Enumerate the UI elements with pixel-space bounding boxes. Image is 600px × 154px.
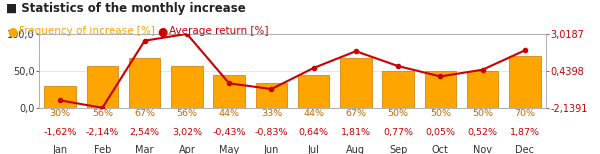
Text: 56%: 56% [92,109,113,118]
Text: Average return [%]: Average return [%] [169,26,269,36]
Text: 3,02%: 3,02% [172,128,202,137]
Text: 50%: 50% [472,109,493,118]
Text: Dec: Dec [515,145,535,154]
Text: 67%: 67% [346,109,367,118]
Bar [256,83,287,108]
Text: 0,05%: 0,05% [425,128,455,137]
Text: May: May [219,145,239,154]
Text: 33%: 33% [261,109,282,118]
Bar [44,86,76,108]
Text: Jun: Jun [263,145,279,154]
Text: -1,62%: -1,62% [43,128,77,137]
Text: 1,81%: 1,81% [341,128,371,137]
Text: 50%: 50% [430,109,451,118]
Bar [509,56,541,108]
Text: 44%: 44% [303,109,324,118]
Bar [171,66,203,108]
Text: 56%: 56% [176,109,197,118]
Bar [467,71,499,108]
Text: Nov: Nov [473,145,492,154]
Bar [340,58,372,108]
Text: 70%: 70% [514,109,535,118]
Text: 67%: 67% [134,109,155,118]
Text: Mar: Mar [136,145,154,154]
Text: ●: ● [8,26,18,39]
Text: Jan: Jan [53,145,68,154]
Bar [86,66,118,108]
Text: 2,54%: 2,54% [130,128,160,137]
Bar [425,71,456,108]
Bar [382,71,414,108]
Text: Aug: Aug [346,145,365,154]
Text: 1,87%: 1,87% [510,128,540,137]
Text: -0,83%: -0,83% [254,128,288,137]
Text: 30%: 30% [50,109,71,118]
Text: Frequency of increase [%]: Frequency of increase [%] [19,26,155,36]
Text: 44%: 44% [218,109,239,118]
Text: 0,77%: 0,77% [383,128,413,137]
Text: 0,52%: 0,52% [467,128,497,137]
Text: 50%: 50% [388,109,409,118]
Text: 0,64%: 0,64% [299,128,329,137]
Text: Jul: Jul [308,145,320,154]
Text: -0,43%: -0,43% [212,128,246,137]
Bar [213,75,245,108]
Text: Oct: Oct [432,145,449,154]
Text: ●: ● [158,26,168,39]
Text: Feb: Feb [94,145,111,154]
Text: ■ Statistics of the monthly increase: ■ Statistics of the monthly increase [6,2,246,14]
Text: Apr: Apr [178,145,196,154]
Text: Sep: Sep [389,145,407,154]
Bar [129,58,160,108]
Bar [298,75,329,108]
Text: -2,14%: -2,14% [86,128,119,137]
